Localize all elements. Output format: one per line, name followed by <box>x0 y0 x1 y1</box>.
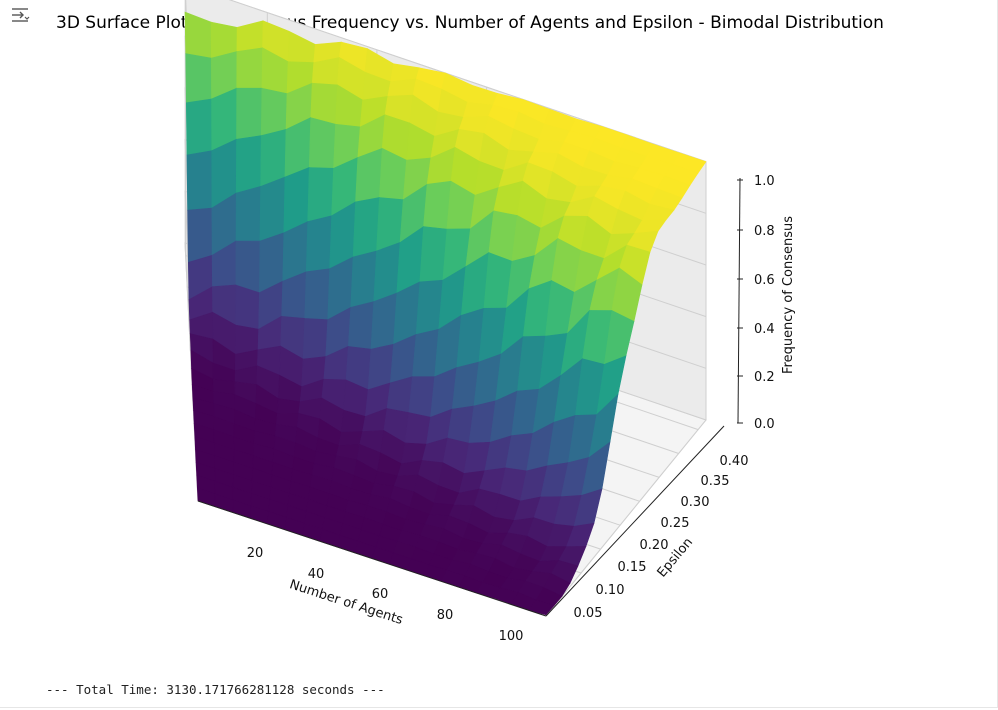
x-tick-label: 20 <box>247 546 264 561</box>
surface-patch <box>305 215 332 273</box>
surface-patch <box>412 328 440 378</box>
z-tick-label: 0.6 <box>754 273 775 288</box>
surface-patch <box>373 242 401 303</box>
y-tick-label: 0.35 <box>701 474 730 489</box>
surface-patch <box>387 78 417 97</box>
surface-patch <box>528 599 555 616</box>
surface-patch <box>185 98 213 156</box>
surface-patch <box>370 292 398 350</box>
collapse-output-icon[interactable] <box>9 6 33 26</box>
surface-patch <box>235 284 260 330</box>
surface-patch <box>419 226 448 283</box>
surface-patch <box>235 135 262 194</box>
surface-patch <box>185 53 212 104</box>
y-tick-label: 0.05 <box>574 606 603 621</box>
surface-patch <box>462 101 494 118</box>
console-output: --- Total Time: 3130.171766281128 second… <box>46 682 385 697</box>
surface-patch <box>259 176 286 242</box>
surface-patch <box>235 240 261 294</box>
surface-patch <box>408 376 435 418</box>
surface-patch <box>236 47 263 89</box>
z-tick-label: 1.0 <box>754 174 775 189</box>
surface-patch <box>235 324 259 355</box>
tick-labels: 20 40 60 80 100 0.05 0.10 0.15 0.20 0.25 0.30 0.35 0… <box>247 174 775 644</box>
x-tick-label: 100 <box>499 629 524 644</box>
surface-patch <box>308 117 336 169</box>
surface-patch <box>310 82 338 125</box>
surface-patch <box>423 180 452 230</box>
y-tick-label: 0.20 <box>640 538 669 553</box>
z-axis-line <box>737 177 741 424</box>
y-tick-label: 0.30 <box>681 495 710 510</box>
y-axis-line <box>545 425 725 617</box>
surface <box>184 11 707 616</box>
x-axis-label: Number of Agents <box>288 577 405 628</box>
z-tick-label: 0.0 <box>754 417 775 432</box>
surface-patch <box>352 197 380 258</box>
surface-patch <box>307 167 334 222</box>
y-tick-label: 0.15 <box>618 560 647 575</box>
surface-patch <box>260 87 288 136</box>
z-axis-label: Frequency of Consensus <box>781 216 796 374</box>
x-axis-line <box>197 500 547 617</box>
surface-patch <box>350 250 377 308</box>
surface-patch <box>347 301 375 350</box>
z-tick-label: 0.2 <box>754 370 775 385</box>
x-tick-label: 40 <box>308 567 325 582</box>
surface-patch <box>236 87 263 140</box>
surface-patch <box>304 268 330 321</box>
surface-patch <box>187 207 213 263</box>
surface-patch <box>404 412 431 445</box>
y-tick-label: 0.25 <box>661 516 690 531</box>
y-tick-label: 0.40 <box>720 454 749 469</box>
surface-plot: 20 40 60 80 100 0.05 0.10 0.15 0.20 0.25 0.30 0.35 0… <box>184 0 796 644</box>
surface-patch <box>338 431 363 446</box>
axes-lines <box>197 177 741 617</box>
x-tick-label: 80 <box>437 608 454 623</box>
surface-patch <box>302 318 329 360</box>
y-tick-label: 0.10 <box>596 583 625 598</box>
z-tick-label: 0.8 <box>754 224 775 239</box>
z-tick-label: 0.4 <box>754 322 775 337</box>
surface-patch <box>186 150 213 211</box>
x-tick-label: 60 <box>372 587 389 602</box>
surface-patch <box>235 186 261 242</box>
